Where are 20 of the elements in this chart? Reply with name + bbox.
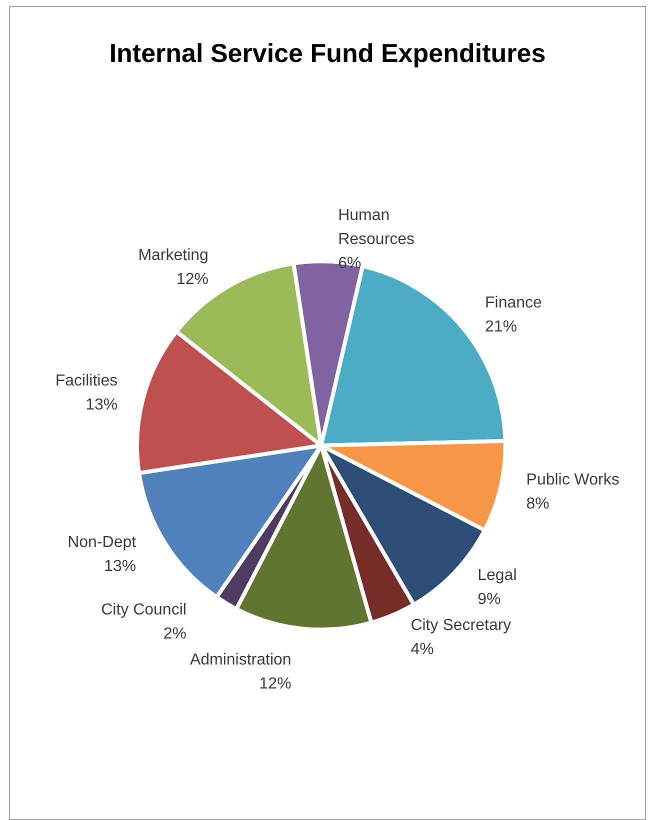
data-label: 4%	[410, 641, 434, 658]
slice-label: Legal	[478, 567, 517, 584]
slice-label: Public Works	[526, 471, 620, 488]
slice-label: Finance	[485, 294, 542, 312]
data-label: 13%	[104, 558, 136, 576]
slice-label: Administration	[190, 652, 292, 669]
data-label: 21%	[485, 318, 518, 336]
slice-label: City Council	[101, 602, 186, 619]
data-label: 13%	[86, 396, 118, 414]
data-label: 12%	[259, 676, 292, 693]
slice-label: Human Resources	[338, 206, 415, 248]
slice-label: Marketing	[138, 246, 208, 264]
slice-label: Facilities	[55, 372, 118, 390]
chart-title: Internal Service Fund Expenditures	[109, 38, 546, 68]
slice-label: Non-Dept	[68, 534, 137, 552]
data-label: 2%	[163, 626, 186, 643]
slice-label: City Secretary	[410, 617, 512, 634]
data-label: 8%	[526, 495, 550, 512]
data-label: 9%	[478, 591, 501, 608]
data-label: 12%	[176, 270, 208, 288]
